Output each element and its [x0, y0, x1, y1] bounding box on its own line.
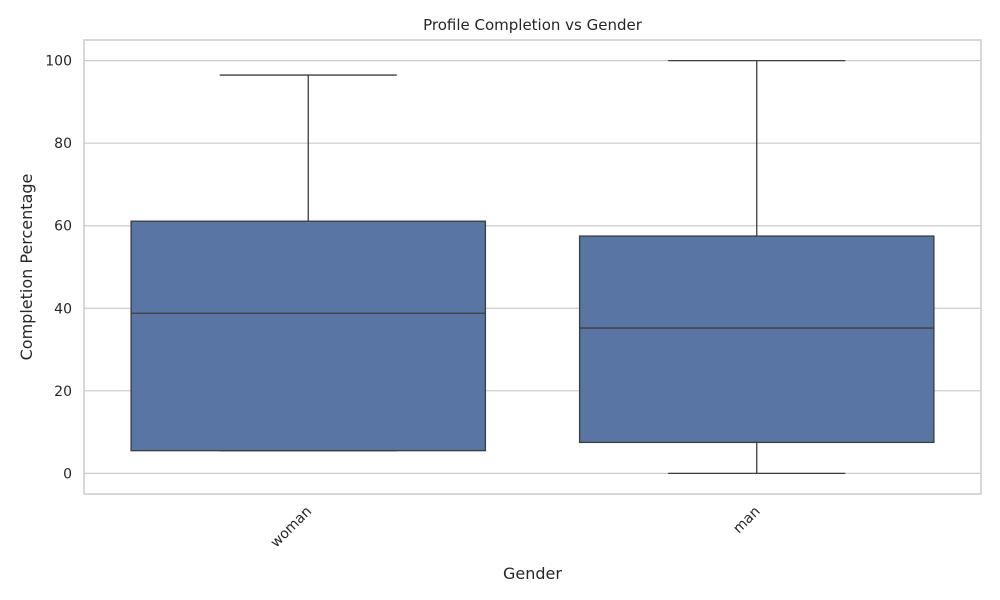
- x-axis-label: Gender: [503, 564, 562, 583]
- y-tick-labels: 0 20 40 60 80 100: [45, 54, 72, 483]
- box-woman: [130, 74, 487, 452]
- y-tick-label: 100: [45, 54, 72, 70]
- plot-frame: [83, 39, 982, 495]
- iqr-box: [130, 220, 487, 452]
- y-tick-label: 80: [54, 136, 72, 152]
- y-tick-label: 20: [54, 384, 72, 400]
- box-man: [578, 59, 935, 475]
- box-layer: [130, 59, 935, 475]
- x-tick-labels: woman man: [268, 504, 764, 551]
- chart-title: Profile Completion vs Gender: [423, 16, 643, 34]
- y-tick-label: 0: [63, 466, 72, 482]
- y-axis-label: Completion Percentage: [17, 174, 36, 361]
- x-tick-label: woman: [268, 504, 315, 551]
- y-tick-label: 60: [54, 219, 72, 235]
- x-tick-label: man: [730, 504, 763, 537]
- y-tick-label: 40: [54, 301, 72, 317]
- iqr-box: [578, 235, 935, 444]
